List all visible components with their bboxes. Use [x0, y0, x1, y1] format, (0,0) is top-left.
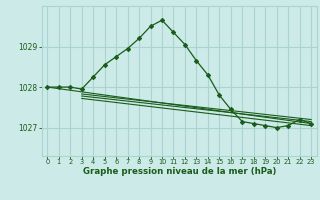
X-axis label: Graphe pression niveau de la mer (hPa): Graphe pression niveau de la mer (hPa) [83, 167, 276, 176]
